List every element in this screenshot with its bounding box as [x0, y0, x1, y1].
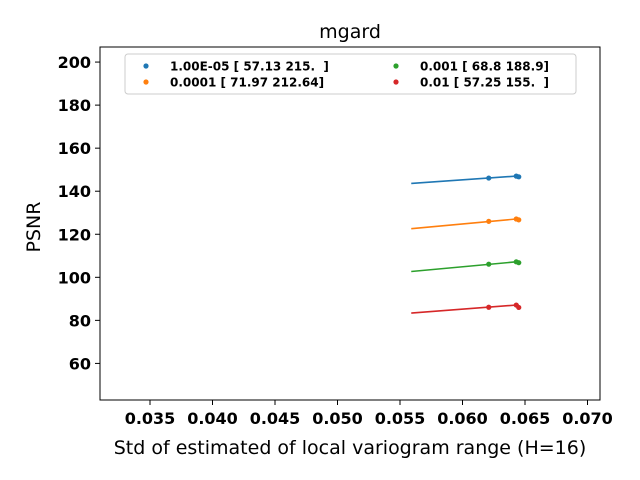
- series-2: [411, 259, 522, 273]
- series-0: [411, 173, 522, 185]
- y-tick-label: 60: [69, 354, 91, 373]
- x-tick-label: 0.045: [250, 409, 301, 428]
- legend-label: 0.01 [ 57.25 155. ]: [420, 76, 549, 90]
- plot-layer: [411, 173, 522, 314]
- series-fit-line: [411, 260, 519, 273]
- plot-frame: [99, 46, 601, 401]
- y-tick-label: 140: [58, 182, 91, 201]
- legend: 1.00E-05 [ 57.13 215. ] 0.0001 [ 71.97 21…: [124, 53, 577, 95]
- series-fit-line: [411, 217, 519, 230]
- data-point: [516, 174, 522, 180]
- legend-entry: 0.0001 [ 71.97 212.64]: [143, 76, 324, 90]
- series-fit-line: [411, 175, 519, 185]
- legend-marker: [393, 63, 399, 69]
- x-tick-label: 0.070: [562, 409, 613, 428]
- series-3: [411, 302, 522, 314]
- legend-label: 0.0001 [ 71.97 212.64]: [170, 76, 324, 90]
- legend-box: [124, 53, 577, 95]
- chart-title: mgard: [319, 21, 381, 43]
- y-axis-label: PSNR: [23, 202, 45, 253]
- data-point: [516, 217, 522, 223]
- y-tick-label: 200: [58, 53, 91, 72]
- data-point: [486, 218, 492, 224]
- y-tick-label: 80: [69, 311, 91, 330]
- y-tick-label: 180: [58, 96, 91, 115]
- series-fit-line: [411, 304, 519, 314]
- legend-entry: 0.001 [ 68.8 188.9]: [393, 60, 549, 74]
- x-tick-label: 0.040: [187, 409, 238, 428]
- legend-entry: 0.01 [ 57.25 155. ]: [393, 76, 549, 90]
- y-tick-label: 100: [58, 268, 91, 287]
- legend-label: 1.00E-05 [ 57.13 215. ]: [170, 60, 329, 74]
- y-tick-label: 120: [58, 225, 91, 244]
- x-tick-label: 0.060: [437, 409, 488, 428]
- x-axis-label: Std of estimated of local variogram rang…: [114, 437, 587, 459]
- legend-marker: [393, 79, 399, 85]
- data-point: [486, 304, 492, 310]
- x-tick-label: 0.035: [125, 409, 176, 428]
- data-point: [516, 260, 522, 266]
- legend-marker: [143, 79, 149, 85]
- legend-entry: 1.00E-05 [ 57.13 215. ]: [143, 60, 329, 74]
- data-point: [516, 304, 522, 311]
- x-tick-label: 0.055: [375, 409, 426, 428]
- data-point: [486, 261, 492, 267]
- legend-marker: [143, 63, 149, 69]
- x-tick-label: 0.050: [312, 409, 363, 428]
- axes-layer: 0.035 0.040 0.045 0.050 0.055 0.060 0.065 0.070…: [58, 46, 613, 428]
- y-tick-label: 160: [58, 139, 91, 158]
- data-point: [486, 175, 492, 181]
- legend-label: 0.001 [ 68.8 188.9]: [420, 60, 549, 74]
- x-tick-label: 0.065: [500, 409, 551, 428]
- series-1: [411, 216, 522, 230]
